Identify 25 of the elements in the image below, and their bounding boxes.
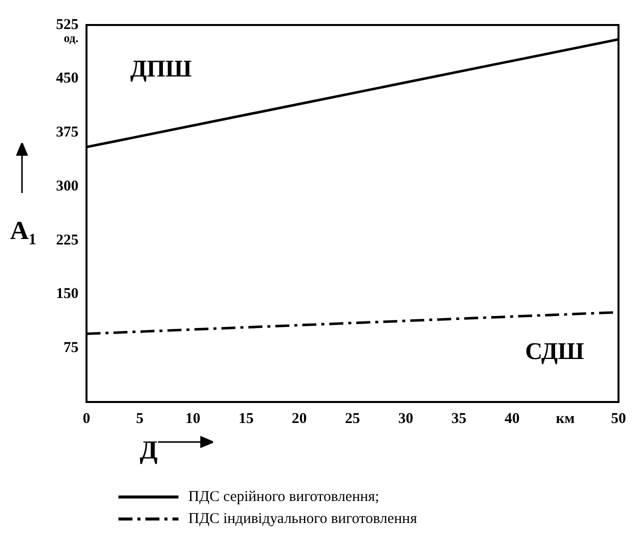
y-axis-title: A₁ — [10, 216, 37, 246]
x-tick-label: 0 — [82, 410, 90, 427]
x-tick-label: 20 — [292, 410, 307, 427]
x-tick-label: км — [556, 410, 575, 427]
x-tick-label: 25 — [345, 410, 360, 427]
y-tick-label: 300 — [56, 178, 78, 194]
annotation: ДПШ — [130, 56, 192, 82]
y-tick-label: 525 — [56, 16, 78, 33]
x-tick-label: 30 — [398, 410, 414, 427]
x-tick-label: 5 — [136, 410, 144, 427]
x-axis-title: Д — [140, 436, 158, 465]
x-tick-label: 50 — [611, 410, 626, 427]
x-tick-label: 15 — [238, 410, 254, 427]
annotation: СДШ — [525, 339, 584, 366]
y-tick-label: 375 — [56, 124, 78, 141]
legend-label: ПДС індивідуального виготовлення — [188, 510, 418, 527]
legend-label: ПДС серійного виготовлення; — [188, 488, 380, 505]
y-tick-label: 75 — [64, 340, 78, 356]
x-tick-label: 40 — [504, 410, 520, 427]
x-tick-label: 10 — [185, 410, 200, 427]
y-tick-label: 150 — [56, 286, 78, 302]
y-tick-label: 450 — [56, 70, 78, 87]
y-tick-label: 225 — [56, 232, 78, 248]
x-tick-label: 35 — [451, 410, 466, 427]
text: од. — [64, 31, 78, 46]
